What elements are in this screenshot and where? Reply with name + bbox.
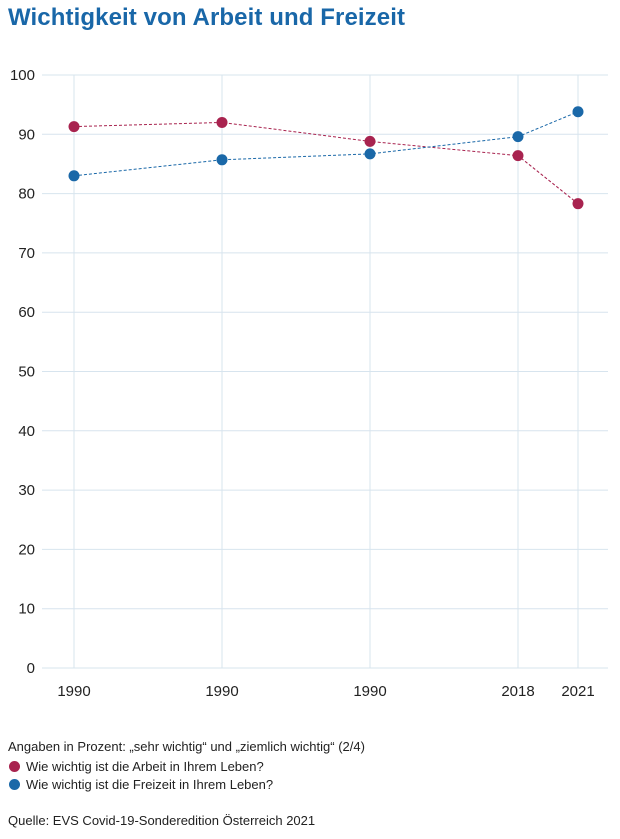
data-point-series-0: [68, 121, 80, 133]
y-tick-label: 20: [18, 541, 35, 558]
legend-dot-freizeit: [9, 778, 20, 790]
legend: Wie wichtig ist die Arbeit in Ihrem Lebe…: [8, 757, 273, 793]
y-tick-label: 90: [18, 126, 35, 143]
legend-label-freizeit: Wie wichtig ist die Freizeit in Ihrem Le…: [26, 776, 274, 792]
legend-item-freizeit: Wie wichtig ist die Freizeit in Ihrem Le…: [8, 775, 273, 793]
data-point-series-1: [572, 106, 584, 118]
data-point-series-1: [512, 131, 524, 143]
y-tick-label: 60: [18, 304, 35, 321]
data-point-series-0: [216, 116, 228, 128]
y-axis-ticks: 0 10 20 30 40 50 60 70 80 90 100: [10, 67, 35, 677]
x-tick-label: 1990: [205, 683, 238, 700]
data-point-series-1: [68, 170, 80, 182]
y-tick-label: 40: [18, 423, 35, 440]
y-tick-label: 70: [18, 245, 35, 262]
data-point-series-0: [512, 150, 524, 162]
data-point-series-1: [216, 154, 228, 166]
data-point-series-0: [572, 198, 584, 210]
source-note: Quelle: EVS Covid-19-Sonderedition Öster…: [8, 813, 316, 828]
legend-item-arbeit: Wie wichtig ist die Arbeit in Ihrem Lebe…: [8, 757, 273, 775]
data-point-series-0: [364, 135, 376, 147]
y-tick-label: 0: [27, 660, 35, 677]
line-chart: 0 10 20 30 40 50 60 70 80 90 100 1990 1990 1990 2018 2…: [10, 67, 608, 700]
chart-note: Angaben in Prozent: „sehr wichtig“ und „…: [8, 739, 365, 754]
series-layer: [68, 106, 584, 210]
y-tick-label: 50: [18, 364, 35, 381]
legend-dot-arbeit: [9, 760, 20, 772]
y-tick-label: 10: [18, 601, 35, 618]
x-axis-ticks: 1990 1990 1990 2018 2021: [57, 683, 594, 700]
x-tick-label: 2018: [501, 683, 534, 700]
y-tick-label: 100: [10, 67, 35, 84]
x-tick-label: 1990: [353, 683, 386, 700]
x-tick-label: 1990: [57, 683, 90, 700]
y-tick-label: 30: [18, 482, 35, 499]
y-tick-label: 80: [18, 186, 35, 203]
series-line-1: [73, 111, 579, 177]
data-point-series-1: [364, 148, 376, 160]
grid: [42, 74, 608, 669]
x-tick-label: 2021: [561, 683, 594, 700]
chart-title: Wichtigkeit von Arbeit und Freizeit: [8, 4, 406, 31]
legend-label-arbeit: Wie wichtig ist die Arbeit in Ihrem Lebe…: [26, 758, 264, 774]
